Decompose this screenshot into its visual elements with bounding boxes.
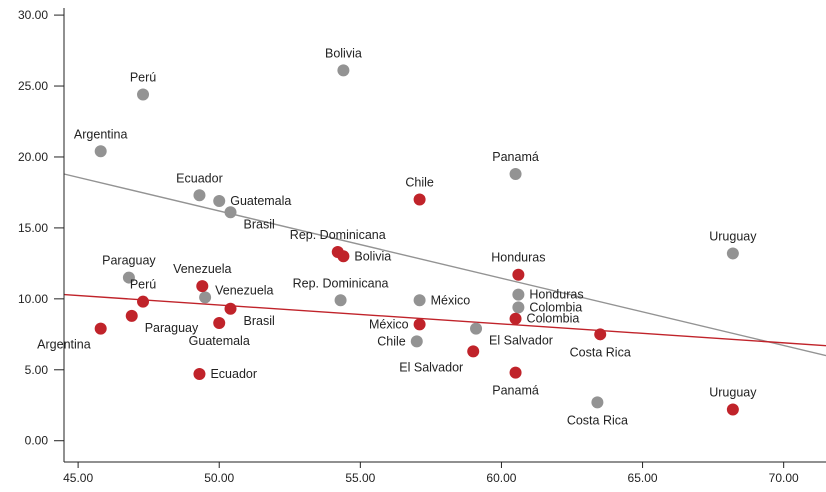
data-points bbox=[94, 64, 739, 416]
y-tick-label: 15.00 bbox=[18, 221, 48, 235]
y-tick-label: 5.00 bbox=[25, 363, 49, 377]
data-point bbox=[512, 268, 525, 281]
point-label: Rep. Dominicana bbox=[290, 228, 386, 242]
data-point bbox=[193, 189, 206, 202]
data-point bbox=[509, 366, 522, 379]
x-tick-label: 60.00 bbox=[486, 471, 516, 485]
data-point bbox=[509, 167, 522, 180]
data-point bbox=[726, 247, 739, 260]
point-label: Honduras bbox=[529, 288, 583, 302]
y-tick-label: 20.00 bbox=[18, 150, 48, 164]
x-tick-label: 70.00 bbox=[769, 471, 799, 485]
point-label: Bolivia bbox=[354, 249, 391, 263]
point-label: Argentina bbox=[37, 338, 91, 352]
axes: 45.00 50.00 55.00 60.00 65.00 70.00 0.00 5.00 10… bbox=[18, 8, 826, 485]
x-tick-label: 65.00 bbox=[628, 471, 658, 485]
data-point bbox=[337, 64, 350, 77]
point-label: Honduras bbox=[491, 251, 545, 265]
point-label: México bbox=[431, 293, 471, 307]
point-label: Paraguay bbox=[102, 254, 156, 268]
data-point bbox=[137, 295, 150, 308]
data-point bbox=[512, 288, 525, 301]
point-label: Guatemala bbox=[189, 334, 250, 348]
data-point bbox=[94, 322, 107, 335]
data-point bbox=[122, 271, 135, 284]
data-point bbox=[334, 294, 347, 307]
y-tick-label: 25.00 bbox=[18, 79, 48, 93]
point-label: Costa Rica bbox=[567, 413, 628, 427]
point-label: Uruguay bbox=[709, 386, 757, 400]
point-label: Brasil bbox=[244, 314, 275, 328]
data-point bbox=[512, 301, 525, 314]
point-label: Panamá bbox=[492, 150, 539, 164]
point-label: Uruguay bbox=[709, 229, 757, 243]
y-tick-label: 0.00 bbox=[25, 434, 49, 448]
data-point bbox=[196, 280, 209, 293]
point-label: Colombia bbox=[529, 300, 582, 314]
y-tick-label: 10.00 bbox=[18, 292, 48, 306]
point-label: Panamá bbox=[492, 384, 539, 398]
data-point bbox=[125, 309, 138, 322]
point-label: Venezuela bbox=[215, 283, 273, 297]
point-label: México bbox=[369, 317, 409, 331]
data-point bbox=[193, 368, 206, 381]
point-label: Venezuela bbox=[173, 262, 231, 276]
data-point bbox=[594, 328, 607, 341]
point-label: Ecuador bbox=[210, 367, 257, 381]
point-label: Chile bbox=[405, 176, 434, 190]
data-point bbox=[410, 335, 423, 348]
data-point bbox=[199, 291, 212, 304]
point-label: Colombia bbox=[527, 312, 580, 326]
data-point bbox=[413, 318, 426, 331]
trendline-1 bbox=[63, 293, 826, 347]
data-point bbox=[224, 206, 237, 219]
data-point bbox=[509, 312, 522, 325]
data-point bbox=[137, 88, 150, 101]
point-label: Ecuador bbox=[176, 171, 223, 185]
data-point bbox=[213, 316, 226, 329]
data-point bbox=[213, 194, 226, 207]
point-label: Bolivia bbox=[325, 46, 362, 60]
x-tick-label: 55.00 bbox=[345, 471, 375, 485]
data-point bbox=[413, 193, 426, 206]
point-label: Brasil bbox=[244, 217, 275, 231]
point-label: Perú bbox=[130, 71, 156, 85]
point-label: Costa Rica bbox=[570, 345, 631, 359]
point-labels: Bolivia Perú Argentina Panamá Ecuador Guatema… bbox=[37, 46, 757, 427]
data-point bbox=[337, 250, 350, 263]
data-point bbox=[591, 396, 604, 409]
point-label: Perú bbox=[130, 278, 156, 292]
data-point bbox=[94, 145, 107, 158]
y-tick-label: 30.00 bbox=[18, 8, 48, 22]
x-tick-label: 45.00 bbox=[63, 471, 93, 485]
data-point bbox=[726, 403, 739, 416]
x-tick-label: 50.00 bbox=[204, 471, 234, 485]
point-label: El Salvador bbox=[489, 334, 553, 348]
point-label: Rep. Dominicana bbox=[293, 276, 389, 290]
point-label: El Salvador bbox=[399, 360, 463, 374]
point-label: Argentina bbox=[74, 127, 128, 141]
data-point bbox=[224, 302, 237, 315]
trendlines bbox=[63, 173, 826, 357]
point-label: Chile bbox=[377, 334, 406, 348]
data-point bbox=[413, 294, 426, 307]
data-point bbox=[467, 345, 480, 358]
point-label: Paraguay bbox=[145, 321, 199, 335]
data-point bbox=[470, 322, 483, 335]
trendline-0 bbox=[63, 173, 826, 357]
point-label: Guatemala bbox=[230, 194, 291, 208]
